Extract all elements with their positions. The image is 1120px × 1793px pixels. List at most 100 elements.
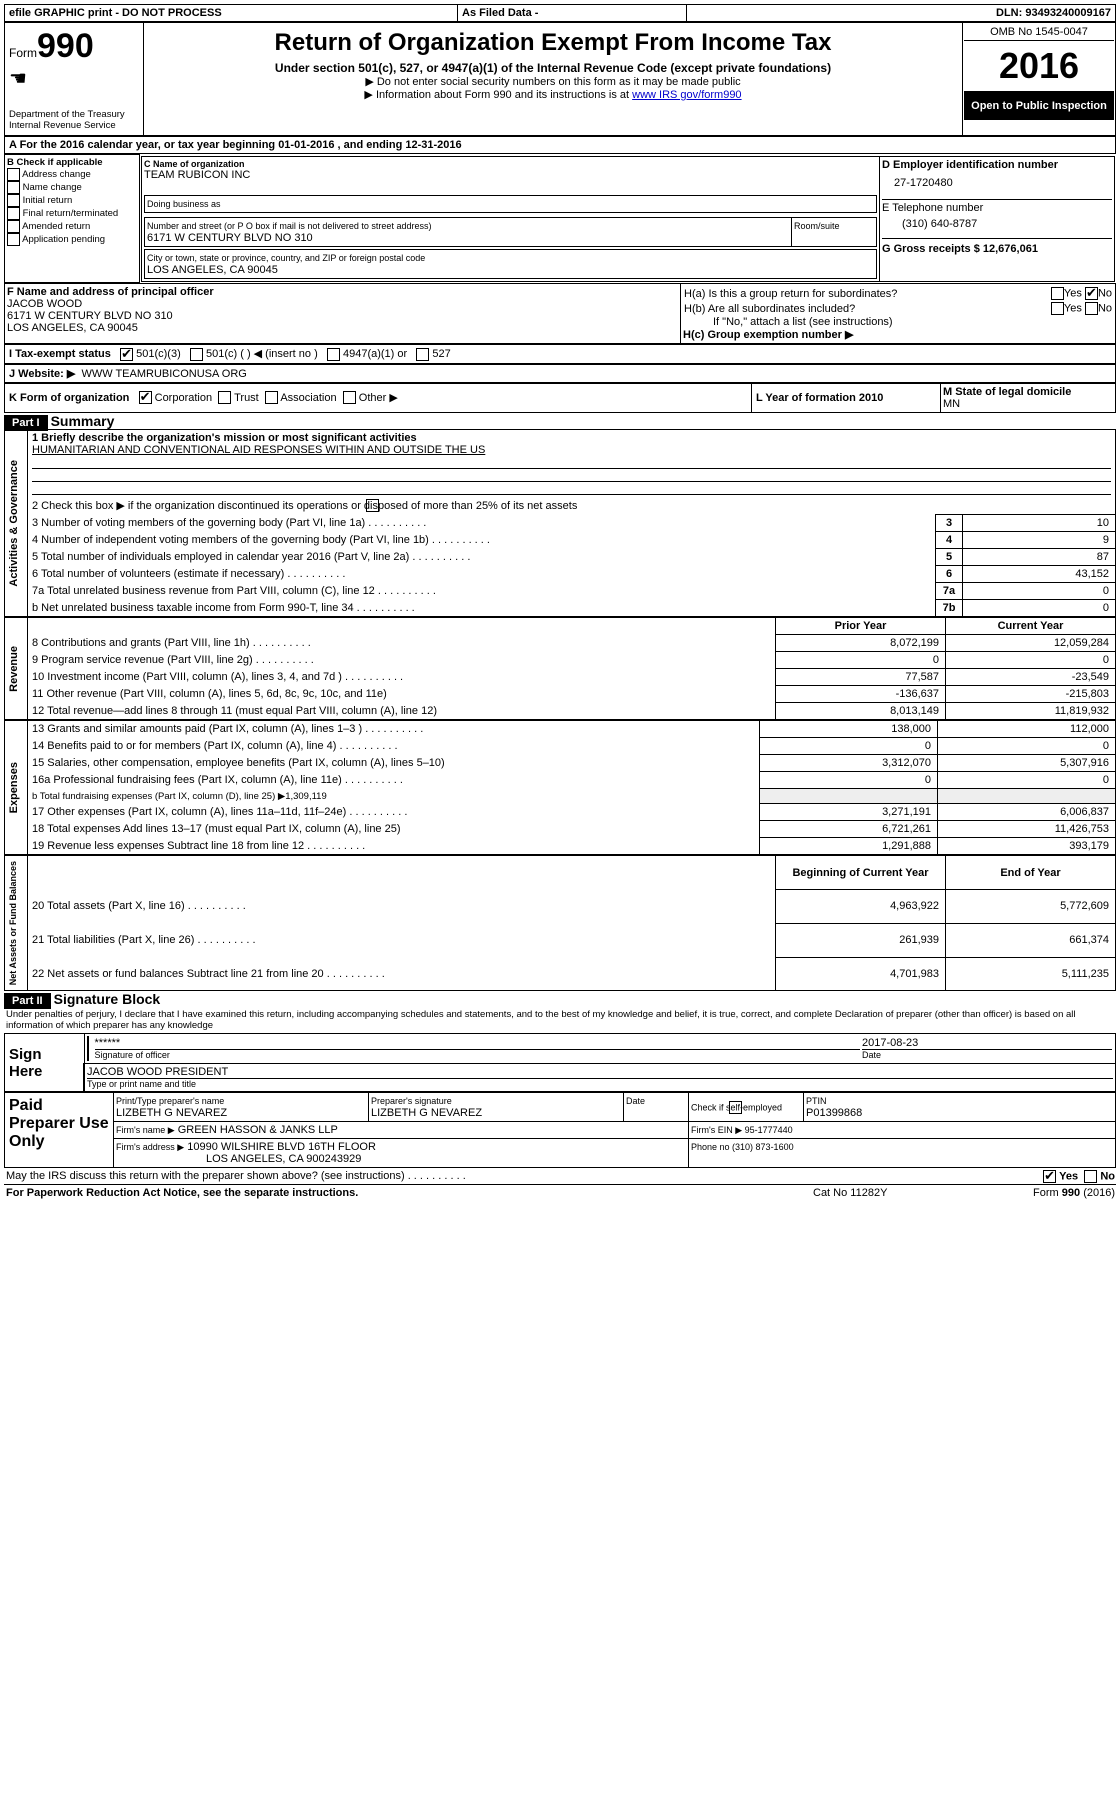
chk-address[interactable]	[7, 168, 20, 181]
hdr-beg: Beginning of Current Year	[776, 856, 946, 890]
chk-501c[interactable]	[190, 348, 203, 361]
na-21b: 261,939	[776, 923, 946, 957]
line-i: I Tax-exempt status 501(c)(3) 501(c) ( )…	[4, 344, 1116, 364]
rev-10c: -23,549	[946, 669, 1116, 686]
paperwork-notice: For Paperwork Reduction Act Notice, see …	[6, 1187, 358, 1199]
ein: 27-1720480	[894, 177, 1112, 189]
firm-ein: Firm's EIN ▶ 95-1777440	[691, 1125, 793, 1135]
omb: OMB No 1545-0047	[964, 24, 1114, 41]
side-exp: Expenses	[6, 758, 22, 817]
cat-no: Cat No 11282Y	[812, 1185, 974, 1202]
hb-no[interactable]	[1085, 302, 1098, 315]
exp-19p: 1,291,888	[760, 838, 938, 855]
chk-discontinued[interactable]	[366, 499, 379, 512]
header-left: Form990 ☚ Department of the Treasury Int…	[5, 23, 144, 136]
form-title: Return of Organization Exempt From Incom…	[150, 29, 956, 57]
dept1: Department of the Treasury	[9, 109, 139, 120]
part2-bar: Part II Signature Block	[4, 991, 1116, 1007]
form-footer: Form 990 (2016)	[1033, 1187, 1115, 1199]
val-5: 87	[963, 549, 1116, 566]
irs-link[interactable]: www IRS gov/form990	[632, 89, 741, 101]
rev-12c: 11,819,932	[946, 703, 1116, 720]
org-name: TEAM RUBICON INC	[144, 169, 877, 181]
hb-yes[interactable]	[1051, 302, 1064, 315]
sign-date: 2017-08-23	[862, 1037, 1112, 1049]
side-ag: Activities & Governance	[6, 456, 22, 591]
rev-9c: 0	[946, 652, 1116, 669]
val-3: 10	[963, 515, 1116, 532]
topbar-mid: As Filed Data -	[458, 5, 687, 22]
chk-final[interactable]	[7, 207, 20, 220]
rev-8c: 12,059,284	[946, 635, 1116, 652]
side-na: Net Assets or Fund Balances	[6, 857, 20, 989]
ptin: P01399868	[806, 1107, 862, 1119]
chk-name[interactable]	[7, 181, 20, 194]
section-deg: D Employer identification number 27-1720…	[880, 156, 1115, 281]
exp-14c: 0	[938, 738, 1116, 755]
chk-other[interactable]	[343, 391, 356, 404]
hdr-prior: Prior Year	[776, 618, 946, 635]
exp-19c: 393,179	[938, 838, 1116, 855]
exp-13p: 138,000	[760, 721, 938, 738]
hdr-current: Current Year	[946, 618, 1116, 635]
chk-self-emp[interactable]	[729, 1101, 742, 1114]
rev-9p: 0	[776, 652, 946, 669]
na-22b: 4,701,983	[776, 957, 946, 991]
note1: ▶ Do not enter social security numbers o…	[150, 75, 956, 88]
hdr-end: End of Year	[946, 856, 1116, 890]
side-rev: Revenue	[6, 642, 22, 696]
ha-yes[interactable]	[1051, 287, 1064, 300]
irs-no[interactable]	[1084, 1170, 1097, 1183]
section-h: H(a) Is this a group return for subordin…	[681, 284, 1116, 344]
rev-8p: 8,072,199	[776, 635, 946, 652]
chk-4947[interactable]	[327, 348, 340, 361]
section-f: F Name and address of principal officer …	[5, 284, 681, 344]
section-c: C Name of organization TEAM RUBICON INC …	[142, 156, 880, 281]
perjury-text: Under penalties of perjury, I declare th…	[4, 1007, 1116, 1033]
note2-pre: ▶ Information about Form 990 and its ins…	[364, 89, 632, 101]
na-20b: 4,963,922	[776, 889, 946, 923]
inspection-badge: Open to Public Inspection	[964, 92, 1114, 120]
phone: (310) 640-8787	[902, 218, 1112, 230]
line-l: L Year of formation 2010	[752, 383, 941, 412]
val-4: 9	[963, 532, 1116, 549]
chk-corp[interactable]	[139, 391, 152, 404]
chk-trust[interactable]	[218, 391, 231, 404]
line-k: K Form of organization Corporation Trust…	[5, 383, 752, 412]
exp-13c: 112,000	[938, 721, 1116, 738]
chk-assoc[interactable]	[265, 391, 278, 404]
dept2: Internal Revenue Service	[9, 120, 139, 131]
irs-discuss: May the IRS discuss this return with the…	[6, 1170, 405, 1182]
rev-11p: -136,637	[776, 686, 946, 703]
topbar-right: DLN: 93493240009167	[687, 5, 1116, 22]
val-7b: 0	[963, 600, 1116, 617]
val-6: 43,152	[963, 566, 1116, 583]
paid-label: Paid Preparer Use Only	[9, 1097, 109, 1150]
chk-527[interactable]	[416, 348, 429, 361]
chk-amended[interactable]	[7, 220, 20, 233]
rev-12p: 8,013,149	[776, 703, 946, 720]
val-7a: 0	[963, 583, 1116, 600]
exp-17p: 3,271,191	[760, 804, 938, 821]
firm-name: GREEN HASSON & JANKS LLP	[178, 1124, 338, 1136]
exp-18p: 6,721,261	[760, 821, 938, 838]
topbar-left: efile GRAPHIC print - DO NOT PROCESS	[5, 5, 458, 22]
chk-501c3[interactable]	[120, 348, 133, 361]
exp-16ap: 0	[760, 772, 938, 789]
na-20e: 5,772,609	[946, 889, 1116, 923]
form-number: 990	[37, 27, 94, 65]
tax-year: 2016	[964, 41, 1114, 92]
preparer-name: LIZBETH G NEVAREZ	[116, 1107, 227, 1119]
header-mid: Return of Organization Exempt From Incom…	[144, 23, 963, 136]
form-subtitle: Under section 501(c), 527, or 4947(a)(1)…	[150, 61, 956, 75]
rev-10p: 77,587	[776, 669, 946, 686]
header-right: OMB No 1545-0047 2016 Open to Public Ins…	[963, 23, 1116, 136]
exp-15p: 3,312,070	[760, 755, 938, 772]
line-a: A For the 2016 calendar year, or tax yea…	[4, 136, 1116, 154]
chk-pending[interactable]	[7, 233, 20, 246]
irs-yes[interactable]	[1043, 1170, 1056, 1183]
ha-no[interactable]	[1085, 287, 1098, 300]
chk-initial[interactable]	[7, 194, 20, 207]
na-21e: 661,374	[946, 923, 1116, 957]
na-22e: 5,111,235	[946, 957, 1116, 991]
